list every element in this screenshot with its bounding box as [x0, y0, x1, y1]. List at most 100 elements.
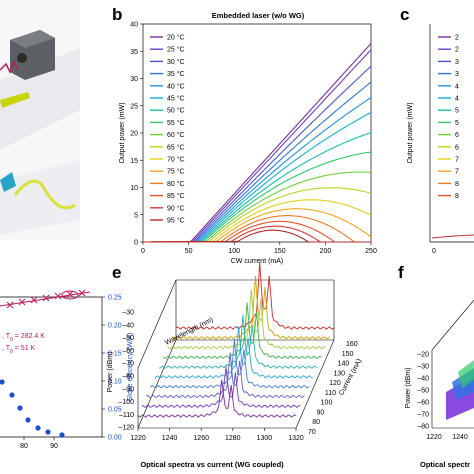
chart-c-legend-label: 7 — [455, 157, 459, 164]
chart-c-legend-label: 8 — [455, 181, 459, 188]
chart-b-legend-label: 35 °C — [167, 70, 185, 78]
chart-f: –20 –30 –40 –50 –60 –70 –80 Power (dBm) 1220 1240 — [405, 299, 474, 441]
panel-label-f: f — [398, 263, 404, 282]
chart-b-series-line — [143, 229, 371, 243]
chart-e: 1220 1240 1260 1280 1300 1320 –30 –40 –50 –60 –70 –… — [107, 262, 363, 442]
chart-d-series-marker — [6, 301, 14, 309]
chart-e-xlabel: Wavelength (nm) — [164, 317, 214, 347]
chart-c-legend-label: 2 — [455, 47, 459, 54]
chart-d-ytick-label: 0.25 — [108, 295, 122, 302]
chart-b-series-line — [143, 225, 371, 243]
chart-e-xtick-label: 1220 — [130, 435, 146, 442]
chart-e-spectrum-trace — [159, 314, 318, 369]
chart-f-ytick-label: –20 — [417, 352, 429, 359]
chart-e-ztick-label: 140 — [338, 361, 350, 368]
chart-b-ytick-label: 40 — [130, 22, 138, 29]
chart-e-spectrum-trace — [141, 366, 301, 408]
chart-d-series-marker — [54, 292, 62, 300]
chart-b-legend-label: 55 °C — [167, 119, 185, 127]
chart-e-spectrum-trace — [150, 338, 309, 389]
chart-b-legend-label: 85 °C — [167, 192, 185, 200]
device-aperture — [17, 53, 27, 63]
chart-d-series-point — [35, 425, 41, 431]
chart-e-spectrum-trace — [146, 352, 305, 399]
chart-b-ylabel: Output power (mW) — [119, 102, 126, 163]
chart-e-ztick-label: 100 — [321, 400, 333, 407]
chart-d: 0.25 0.20 0.15 0.10 0.05 0.00 Slope efficiency… — [0, 289, 134, 450]
chart-b-ytick-label: 0 — [134, 240, 138, 247]
chart-e-ytick-label: –110 — [119, 412, 134, 419]
chart-f-ytick-label: –40 — [417, 376, 429, 383]
chart-c-legend-label: 3 — [455, 59, 459, 66]
chart-e-ylabel: Power (dBm) — [107, 352, 114, 393]
chart-e-xtick-label: 1280 — [225, 435, 241, 442]
chart-e-box-edge — [295, 339, 335, 429]
panel-label-c: c — [400, 5, 409, 24]
chart-b-xtick-label: 100 — [228, 248, 240, 255]
chart-b-legend-label: 40 °C — [167, 82, 185, 90]
chart-f-xtick-label: 1220 — [426, 434, 442, 441]
chart-e-spectrum-trace — [163, 302, 322, 360]
chart-b-legend-label: 70 °C — [167, 156, 185, 164]
chart-d-series-point — [9, 392, 15, 398]
chart-e-ztick-label: 110 — [325, 390, 336, 397]
chart-d-series-point — [17, 405, 23, 411]
chart-e-xtick-label: 1240 — [162, 435, 178, 442]
chart-d-ytick-label: 0.20 — [108, 323, 122, 330]
chart-e-title: Optical spectra vs current (WG coupled) — [140, 460, 284, 469]
waveguide-strip — [0, 92, 30, 108]
chip-surface-lower — [0, 160, 80, 235]
chart-b-xtick-label: 150 — [274, 248, 286, 255]
chart-d-series-marker — [42, 294, 50, 302]
chart-e-ytick-label: –70 — [122, 361, 134, 368]
chart-e-ztick-label: 130 — [333, 370, 345, 377]
chart-c-legend-label: 8 — [455, 193, 459, 200]
chart-b-ytick-label: 10 — [130, 185, 138, 192]
chart-e-ytick-label: –50 — [122, 335, 134, 342]
chart-f-ytick-label: –30 — [417, 364, 429, 371]
chart-f-ytick-label: –50 — [417, 388, 429, 395]
chart-e-ztick-label: 80 — [312, 419, 320, 426]
laser-beam-zigzag — [0, 60, 19, 74]
chart-d-xtick-label: 80 — [20, 443, 28, 450]
chart-b-legend-label: 95 °C — [167, 217, 185, 225]
chart-b-xtick-label: 200 — [320, 248, 332, 255]
device-block-top — [10, 30, 55, 48]
chart-b-xlabel: CW current (mA) — [231, 258, 284, 265]
chart-d-highlight-ellipse — [61, 290, 79, 300]
chart-f-ylabel: Power (dBm) — [405, 368, 412, 409]
coupler-element — [0, 172, 16, 192]
chart-b-ytick-label: 15 — [130, 158, 138, 165]
chart-d-series-point — [0, 379, 5, 385]
chart-c-legend-label: 5 — [455, 120, 459, 127]
chart-d-series-marker — [30, 296, 38, 304]
chart-d-ytick-label: 0.00 — [108, 435, 122, 442]
chart-d-xtick-label: 90 — [50, 443, 58, 450]
chart-e-xtick-label: 1300 — [257, 435, 273, 442]
chart-b-ytick-label: 20 — [130, 131, 138, 138]
chart-f-ytick-label: –70 — [417, 412, 429, 419]
chart-b-ytick-label: 25 — [130, 103, 138, 110]
chart-e-ytick-label: –30 — [122, 310, 134, 317]
chart-b-xtick-label: 250 — [365, 248, 377, 255]
chart-f-spectrum-fill — [458, 360, 474, 388]
chart-c-legend-label: 3 — [455, 71, 459, 78]
chart-d-ytick-label: 0.10 — [108, 379, 122, 386]
chart-f-xtick-label: 1240 — [452, 434, 468, 441]
chart-c-series-line — [431, 234, 474, 239]
chart-d-fit-line — [0, 291, 91, 307]
chart-e-spectrum-trace — [137, 379, 297, 418]
chart-e-ytick-label: –100 — [118, 399, 134, 406]
chart-e-box-edge — [137, 339, 177, 429]
chart-c: Output power (mW) 0 2 2 3 3 4 4 5 5 6 6 7 7 8 8 — [407, 24, 474, 255]
chart-c-legend-label: 5 — [455, 108, 459, 115]
chart-c-legend-label: 7 — [455, 169, 459, 176]
chart-c-legend-label: 6 — [455, 144, 459, 151]
chart-b-legend-label: 80 °C — [167, 180, 185, 188]
chart-d-series-point — [45, 429, 51, 435]
chart-e-spectrum-trace — [167, 289, 326, 350]
chart-b-legend-label: 65 °C — [167, 143, 185, 151]
chart-b-legend-label: 60 °C — [167, 131, 185, 139]
chart-e-box-edge — [137, 279, 177, 369]
